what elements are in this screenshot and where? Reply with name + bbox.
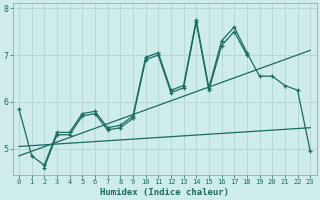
X-axis label: Humidex (Indice chaleur): Humidex (Indice chaleur) [100, 188, 229, 197]
